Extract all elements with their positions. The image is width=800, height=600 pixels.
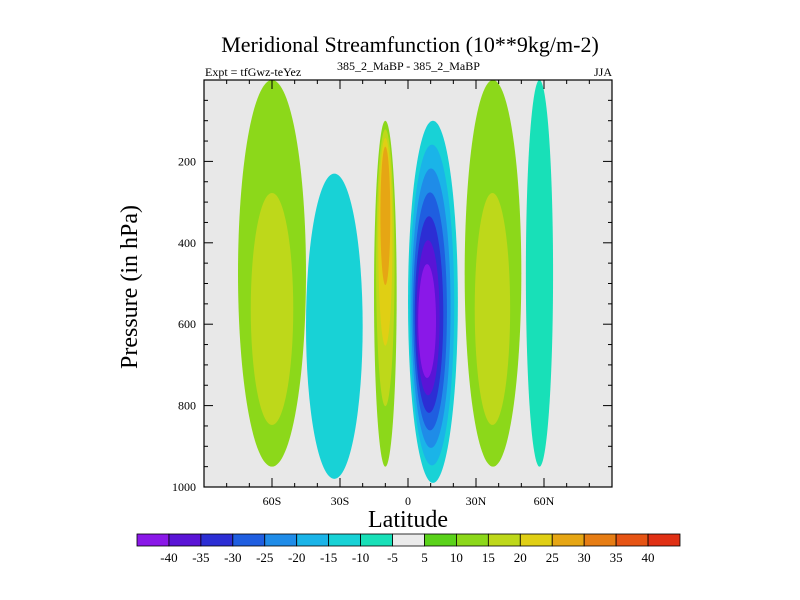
- cell-60s-band: [238, 80, 306, 467]
- cell-10n-core: [408, 120, 458, 483]
- colorbar-label: 30: [578, 550, 591, 565]
- colorbar-label: 5: [421, 550, 428, 565]
- y-tick-label: 200: [178, 154, 196, 168]
- cell-10s-band: [374, 120, 397, 467]
- colorbar-box: [519, 533, 553, 547]
- cell-10s-band-contour: [380, 146, 391, 286]
- colorbar-box: [296, 533, 330, 547]
- colorbar-box: [615, 533, 649, 547]
- colorbar-box: [264, 533, 298, 547]
- x-tick-label: 30N: [466, 494, 487, 508]
- expt-label: Expt = tfGwz-teYez: [205, 65, 301, 79]
- axes: 60S 30S 0 30N 60N 200 400 600 800 1000: [172, 79, 613, 508]
- cell-40n-band-contour: [474, 192, 511, 425]
- colorbar-box: [232, 533, 266, 547]
- expt-superscript: 385_2_MaBP - 385_2_MaBP: [337, 59, 480, 73]
- colorbar-label: 15: [482, 550, 495, 565]
- colorbar-label: 25: [546, 550, 559, 565]
- colorbar-box: [647, 533, 681, 547]
- cell-40n-band: [464, 80, 522, 467]
- colorbar-box: [328, 533, 361, 547]
- cell-35s-band-contour: [317, 243, 353, 427]
- colorbar-label: -25: [256, 550, 273, 565]
- x-tick-label: 30S: [331, 494, 350, 508]
- colorbar-label: -35: [192, 550, 209, 565]
- colorbar-label: -20: [288, 550, 305, 565]
- cell-10n-core-contour: [418, 264, 437, 378]
- colorbar: -40 -35 -30 -25 -20 -15 -10 -5 5 10 15 20 25 30 35 40: [136, 533, 681, 565]
- colorbar-box: [456, 533, 489, 547]
- y-tick-label: 400: [178, 236, 196, 250]
- colorbar-label: 20: [514, 550, 527, 565]
- colorbar-label: 40: [642, 550, 655, 565]
- y-tick-label: 1000: [172, 480, 196, 494]
- y-tick-label: 600: [178, 317, 196, 331]
- colorbar-box: [360, 533, 393, 547]
- season-label: JJA: [594, 65, 612, 79]
- chart-title: Meridional Streamfunction (10**9kg/m-2): [221, 32, 599, 57]
- colorbar-label: 10: [450, 550, 463, 565]
- colorbar-box: [424, 533, 457, 547]
- colorbar-box: [136, 533, 170, 547]
- colorbar-label: -15: [320, 550, 337, 565]
- cell-35s-band: [306, 173, 363, 479]
- x-tick-label: 60S: [263, 494, 282, 508]
- cell-60s-band-contour: [250, 192, 294, 425]
- cell-60n-band-contour: [530, 162, 548, 395]
- colorbar-label: -5: [387, 550, 398, 565]
- x-tick-label: 60N: [534, 494, 555, 508]
- colorbar-label: -10: [352, 550, 369, 565]
- colorbar-label: -40: [160, 550, 177, 565]
- cell-60n-band: [525, 80, 554, 467]
- x-tick-label: 0: [405, 494, 411, 508]
- colorbar-label: -30: [224, 550, 241, 565]
- colorbar-box: [392, 533, 425, 547]
- colorbar-box: [168, 533, 202, 547]
- colorbar-box: [551, 533, 585, 547]
- colorbar-box: [200, 533, 234, 547]
- x-axis-label: Latitude: [368, 507, 448, 533]
- colorbar-box: [583, 533, 617, 547]
- plot-area: [204, 80, 612, 487]
- colorbar-box: [487, 533, 521, 547]
- colorbar-label: 35: [610, 550, 623, 565]
- y-axis-label: Pressure (in hPa): [117, 205, 143, 369]
- y-tick-label: 800: [178, 399, 196, 413]
